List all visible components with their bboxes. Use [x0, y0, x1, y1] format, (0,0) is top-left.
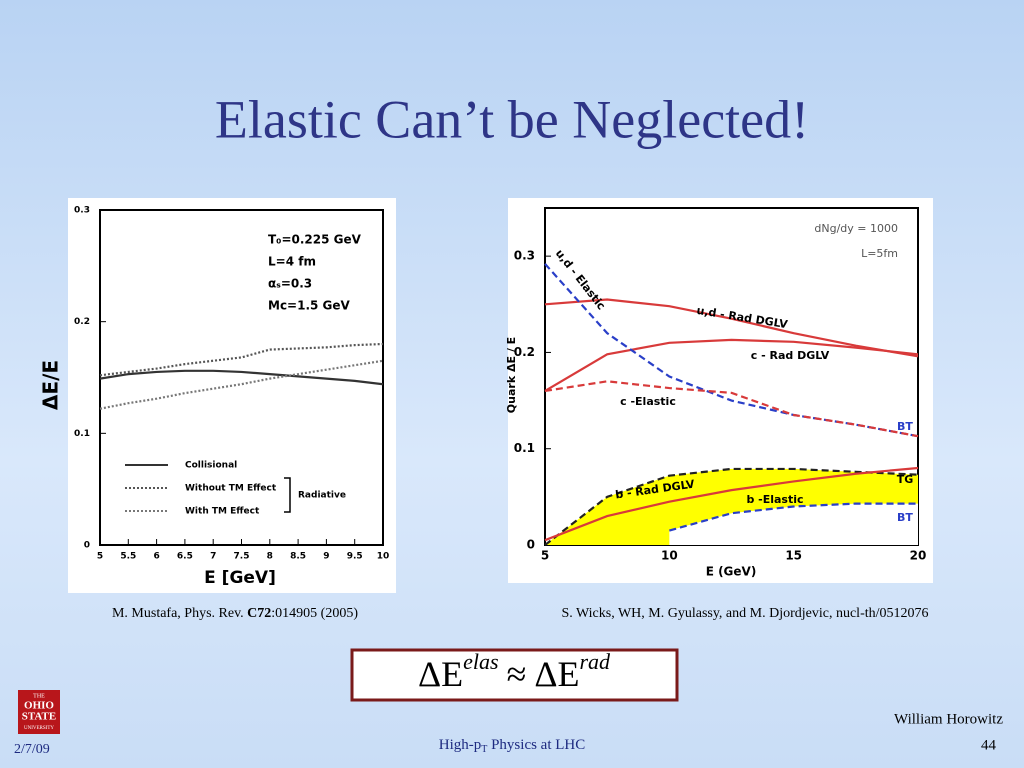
caption-part: C72	[247, 606, 271, 621]
footer-date: 2/7/09	[14, 742, 50, 757]
series-label: c - Rad DGLV	[751, 349, 830, 362]
y-tick-label: 0.2	[74, 317, 90, 327]
y-tick-label: 0.3	[514, 249, 535, 263]
caption-part: :014905 (2005)	[271, 606, 358, 621]
x-tick-label: 8	[267, 552, 273, 562]
formula-part: ΔE	[534, 654, 579, 694]
x-tick-label: 7.5	[234, 552, 250, 562]
footer-author: William Horowitz	[894, 711, 1003, 727]
series-line	[544, 466, 919, 542]
series-line	[544, 380, 919, 438]
x-tick-label: 20	[910, 549, 927, 563]
annotation: T₀=0.225 GeV	[268, 233, 362, 247]
x-tick-label: 8.5	[290, 552, 306, 562]
x-tick-label: 10	[377, 552, 390, 562]
annotation: L=5fm	[861, 247, 898, 260]
footer-part: High-p	[439, 737, 482, 753]
formula-part: ≈	[507, 654, 527, 694]
x-tick-label: 6	[153, 552, 159, 562]
annotation: αₛ=0.3	[268, 277, 312, 291]
legend-label: With TM Effect	[185, 507, 260, 517]
formula: ΔEelas ≈ ΔErad	[418, 649, 611, 694]
series-line	[669, 502, 918, 532]
x-tick-label: 10	[661, 549, 678, 563]
logo-text: OHIO	[24, 700, 54, 712]
annotation: Mc=1.5 GeV	[268, 299, 351, 313]
y-tick-label: 0.1	[514, 441, 535, 455]
series-line	[544, 298, 919, 358]
footer-page: 44	[981, 737, 997, 753]
slide-title: Elastic Can’t be Neglected!	[215, 89, 809, 149]
series-end-label: BT	[897, 511, 913, 524]
x-tick-label: 7	[210, 552, 216, 562]
bracket	[284, 477, 291, 513]
caption-left: M. Mustafa, Phys. Rev. C72:014905 (2005)	[112, 606, 358, 621]
caption-part: M. Mustafa, Phys. Rev.	[112, 606, 247, 621]
footer-talk: High-pT Physics at LHC	[439, 737, 586, 755]
x-tick-label: 15	[785, 549, 802, 563]
annotation: dNg/dy = 1000	[814, 222, 898, 235]
formula-part: ΔE	[418, 654, 463, 694]
x-tick-label: 5.5	[120, 552, 136, 562]
series-line	[544, 467, 919, 546]
annotation: L=4 fm	[268, 255, 316, 269]
x-tick-label: 5	[541, 549, 549, 563]
x-tick-label: 5	[97, 552, 103, 562]
x-tick-label: 6.5	[177, 552, 193, 562]
series-end-label: BT	[897, 420, 913, 433]
logo-text: UNIVERSITY	[24, 726, 54, 731]
y-axis-title: ΔE/E	[39, 360, 63, 410]
formula-part: rad	[579, 649, 611, 674]
figure-left	[68, 198, 396, 593]
series-end-label: TG	[897, 473, 914, 486]
series-label: c -Elastic	[620, 395, 676, 408]
logo-text: STATE	[22, 711, 56, 723]
logo	[18, 690, 60, 734]
area	[669, 503, 918, 545]
footer-part: T	[481, 744, 487, 755]
y-tick-label: 0.3	[74, 206, 90, 216]
series-line	[544, 263, 919, 438]
formula-box	[350, 648, 679, 702]
caption-right: S. Wicks, WH, M. Gyulassy, and M. Djordj…	[561, 606, 928, 621]
x-axis-title: E [GeV]	[204, 568, 276, 588]
series-label: b -Elastic	[746, 493, 803, 506]
x-tick-label: 9	[323, 552, 329, 562]
x-tick-label: 9.5	[347, 552, 363, 562]
bracket-label: Radiative	[298, 491, 346, 501]
series-line	[99, 369, 384, 386]
y-tick-label: 0.1	[74, 429, 90, 439]
y-tick-label: 0.2	[514, 345, 535, 359]
series-line	[544, 338, 919, 392]
y-tick-label: 0	[527, 538, 535, 552]
footer-part: Physics at LHC	[487, 737, 585, 753]
legend-label: Collisional	[185, 461, 237, 471]
y-tick-label: 0	[84, 541, 90, 551]
y-axis-title: Quark ΔE / E	[505, 337, 518, 413]
formula-part: elas	[463, 649, 498, 674]
logo-text: THE	[33, 693, 45, 699]
legend-label: Without TM Effect	[185, 484, 277, 494]
x-axis-title: E (GeV)	[706, 565, 757, 579]
